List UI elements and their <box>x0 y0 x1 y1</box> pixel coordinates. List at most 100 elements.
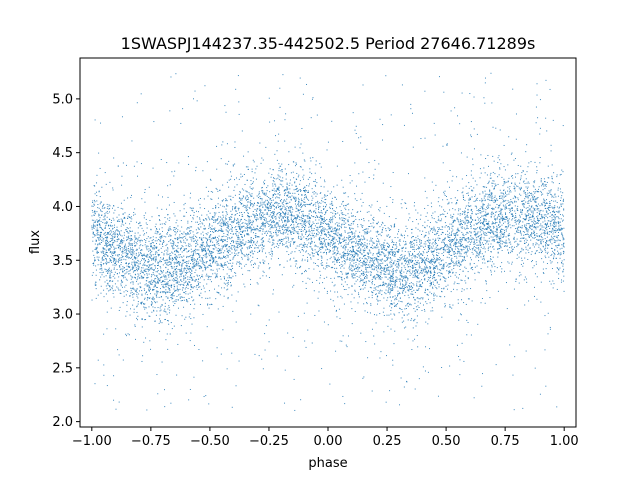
data-point <box>450 239 452 241</box>
data-point <box>258 230 260 232</box>
data-point <box>536 222 538 224</box>
data-point <box>112 236 114 238</box>
data-point <box>528 252 530 254</box>
data-point <box>113 296 115 298</box>
data-point <box>410 319 412 321</box>
data-point <box>160 158 162 160</box>
data-point <box>530 216 532 218</box>
data-point <box>358 241 360 243</box>
data-point <box>201 266 203 268</box>
data-point <box>459 239 461 241</box>
data-point <box>131 237 133 239</box>
data-point <box>300 265 302 267</box>
data-point <box>429 277 431 279</box>
data-point <box>136 311 138 313</box>
data-point <box>490 258 492 260</box>
data-point <box>409 266 411 268</box>
data-point <box>214 221 216 223</box>
data-point <box>435 265 437 267</box>
data-point <box>316 233 318 235</box>
data-point <box>347 335 349 337</box>
data-point <box>362 171 364 173</box>
data-point <box>481 253 483 255</box>
data-point <box>92 200 94 202</box>
data-point <box>240 249 242 251</box>
data-point <box>309 204 311 206</box>
data-point <box>216 263 218 265</box>
data-point <box>366 233 368 235</box>
data-point <box>445 196 447 197</box>
data-point <box>271 202 273 204</box>
data-point <box>473 397 475 399</box>
data-point <box>474 234 476 236</box>
data-point <box>136 161 138 163</box>
data-point <box>295 221 297 223</box>
data-point <box>240 231 242 233</box>
data-point <box>237 226 239 228</box>
data-point <box>150 264 152 266</box>
data-point <box>147 236 149 238</box>
data-point <box>319 206 321 208</box>
data-point <box>423 275 425 277</box>
data-point <box>126 311 128 313</box>
data-point <box>227 283 229 285</box>
data-point <box>428 248 430 250</box>
data-point <box>180 275 182 277</box>
data-point <box>420 272 422 274</box>
data-point <box>226 212 228 214</box>
data-point <box>243 204 245 206</box>
data-point <box>194 90 196 92</box>
data-point <box>453 263 455 265</box>
data-point <box>231 240 233 242</box>
data-point <box>161 276 163 278</box>
data-point <box>252 159 254 161</box>
data-point <box>551 178 553 180</box>
data-point <box>114 240 116 242</box>
data-point <box>272 183 274 185</box>
data-point <box>212 237 214 239</box>
data-point <box>326 265 328 267</box>
data-point <box>161 304 163 306</box>
data-point <box>544 249 546 251</box>
data-point <box>560 253 562 255</box>
data-point <box>426 258 428 260</box>
data-point <box>369 280 371 282</box>
data-point <box>275 217 277 219</box>
data-point <box>552 250 554 252</box>
data-point <box>126 256 128 258</box>
data-point <box>503 181 505 183</box>
data-point <box>239 263 241 265</box>
data-point <box>407 219 409 221</box>
data-point <box>195 221 197 223</box>
data-point <box>229 224 231 226</box>
data-point <box>532 224 534 226</box>
data-point <box>207 210 209 212</box>
data-point <box>542 189 544 191</box>
data-point <box>419 218 421 220</box>
data-point <box>100 122 102 124</box>
data-point <box>192 279 194 281</box>
data-point <box>487 260 489 262</box>
data-point <box>108 244 110 246</box>
data-point <box>411 112 413 114</box>
data-point <box>195 253 197 255</box>
data-point <box>501 208 503 210</box>
data-point <box>92 226 94 228</box>
data-point <box>458 261 460 263</box>
data-point <box>546 211 548 213</box>
data-point <box>443 263 445 265</box>
data-point <box>311 281 313 283</box>
data-point <box>111 236 113 238</box>
data-point <box>464 211 466 213</box>
data-point <box>260 215 262 217</box>
data-point <box>520 186 522 188</box>
data-point <box>517 173 519 175</box>
data-point <box>388 273 390 275</box>
data-point <box>294 409 296 411</box>
data-point <box>109 289 111 291</box>
data-point <box>476 197 478 199</box>
data-point <box>373 314 375 316</box>
data-point <box>358 261 360 263</box>
data-point <box>349 182 351 184</box>
data-point <box>559 248 561 250</box>
